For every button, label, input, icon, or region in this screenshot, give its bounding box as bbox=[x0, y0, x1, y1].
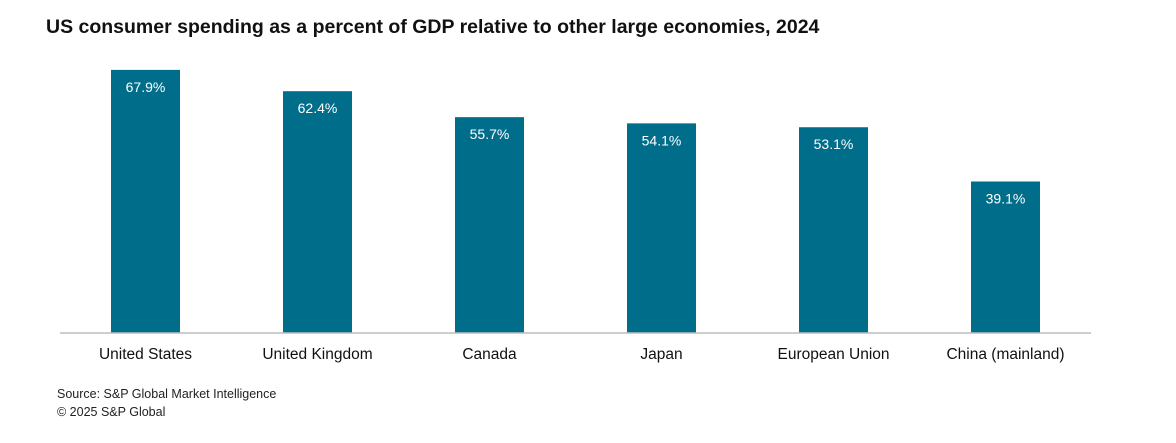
x-tick-label: European Union bbox=[777, 346, 889, 363]
bar-japan bbox=[627, 123, 696, 333]
bar-canada bbox=[455, 117, 524, 333]
x-tick-label: Canada bbox=[462, 346, 517, 363]
x-tick-label: United Kingdom bbox=[262, 346, 372, 363]
data-label: 54.1% bbox=[642, 132, 682, 148]
copyright-note: © 2025 S&P Global bbox=[57, 405, 166, 419]
data-label: 55.7% bbox=[470, 126, 510, 142]
bars-group bbox=[111, 69, 1040, 333]
x-tick-label: China (mainland) bbox=[946, 346, 1064, 363]
bar-united-states bbox=[111, 69, 180, 333]
data-label: 53.1% bbox=[814, 136, 854, 152]
x-tick-label: United States bbox=[99, 346, 192, 363]
labels-group: 67.9% United States 62.4% United Kingdom 55.… bbox=[99, 79, 1065, 363]
source-note: Source: S&P Global Market Intelligence bbox=[57, 387, 277, 401]
chart-title: US consumer spending as a percent of GDP… bbox=[46, 16, 820, 38]
data-label: 62.4% bbox=[298, 100, 338, 116]
bar-china-mainland bbox=[971, 181, 1040, 333]
bar-european-union bbox=[799, 127, 868, 333]
x-tick-label: Japan bbox=[640, 346, 682, 363]
data-label: 67.9% bbox=[126, 79, 166, 95]
data-label: 39.1% bbox=[986, 190, 1026, 206]
bar-united-kingdom bbox=[283, 91, 352, 333]
